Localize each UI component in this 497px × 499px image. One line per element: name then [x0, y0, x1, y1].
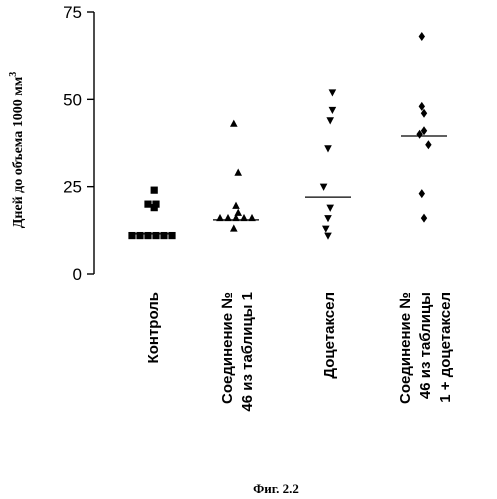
- data-point: [324, 145, 332, 153]
- data-point: [418, 189, 425, 199]
- data-point: [234, 208, 242, 216]
- data-point: [420, 108, 428, 118]
- data-point: [324, 215, 332, 223]
- figure-caption: Фиг. 2.2: [253, 481, 299, 496]
- data-point: [420, 213, 428, 223]
- data-point: [168, 231, 176, 240]
- data-point: [232, 201, 240, 209]
- y-tick-label: 0: [73, 265, 82, 284]
- label-layer: Дней до объема 1000 мм3 Контроль Соединени…: [8, 72, 454, 496]
- category-label: 46 из таблицы 1: [239, 292, 256, 412]
- data-point: [152, 231, 160, 240]
- data-point: [324, 232, 332, 240]
- y-tick-label: 50: [63, 90, 82, 109]
- data-point: [418, 31, 425, 41]
- data-point: [234, 168, 242, 176]
- data-point: [425, 140, 432, 150]
- category-label: Соединение №: [397, 292, 414, 404]
- data-point: [128, 231, 136, 240]
- data-point: [328, 106, 337, 115]
- data-point: [150, 186, 158, 194]
- data-point: [136, 231, 144, 240]
- data-point: [326, 117, 334, 125]
- y-tick-label: 75: [63, 3, 82, 22]
- data-point: [144, 200, 152, 208]
- category-label: 46 из таблицы: [417, 292, 434, 399]
- y-tick-label: 25: [63, 178, 82, 197]
- data-point: [150, 204, 158, 212]
- data-point: [319, 183, 328, 191]
- category-label: Контроль: [145, 292, 162, 363]
- data-point: [420, 126, 428, 136]
- category-label: Соединение №: [219, 292, 236, 404]
- data-point: [230, 119, 238, 127]
- y-axis-label: Дней до объема 1000 мм3: [8, 72, 26, 229]
- data-point: [230, 224, 238, 232]
- data-point: [418, 101, 425, 111]
- data-point: [144, 231, 152, 240]
- data-point: [328, 89, 337, 97]
- axis-layer: 0 25 50 75: [63, 3, 95, 284]
- data-point: [160, 231, 168, 240]
- y-axis-label-text: Дней до объема 1000 мм: [11, 76, 26, 228]
- marks-layer: [128, 31, 447, 240]
- category-label: 1 + доцетаксел: [437, 292, 454, 403]
- category-label: Доцетаксел: [321, 292, 338, 379]
- data-point: [326, 204, 334, 212]
- y-axis-label-superscript: 3: [8, 72, 19, 77]
- data-point: [322, 225, 330, 233]
